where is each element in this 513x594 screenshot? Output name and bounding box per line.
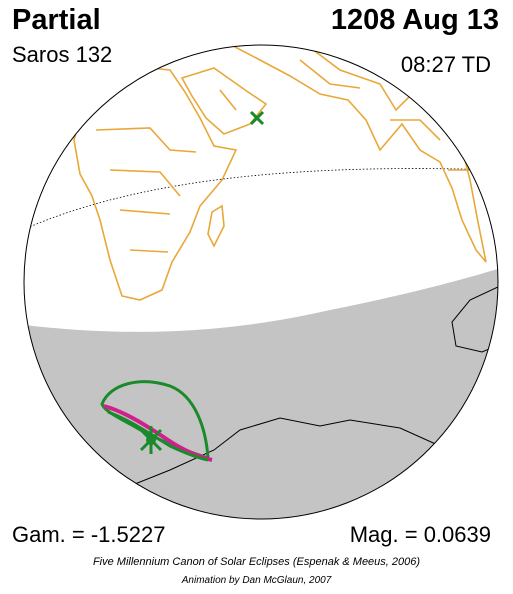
antarctica-landmass [39,417,498,519]
madagascar [207,204,225,248]
australia-landmass [451,285,498,353]
penumbra-limit-inner [107,410,209,462]
eclipse-type-title: Partial [12,4,101,36]
equator-line [26,168,498,229]
eclipse-time: 08:27 TD [400,52,491,77]
x-marker-icon [249,110,265,126]
arabia-landmass [180,67,268,135]
star-marker-icon [139,426,163,454]
gamma-value: Gam. = -1.5227 [12,522,166,547]
canon-credit: Five Millennium Canon of Solar Eclipses … [92,556,421,568]
africa-landmass [73,65,238,301]
country-borders [95,59,470,253]
eclipse-date: 1208 Aug 13 [330,4,499,36]
asia-landmass [209,45,487,263]
animation-credit: Animation by Dan McGlaun, 2007 [181,575,332,586]
magnitude-value: Mag. = 0.0639 [349,522,491,547]
globe-outline [23,44,499,520]
eclipse-limit-curve [103,404,213,462]
saros-number: Saros 132 [12,42,113,67]
